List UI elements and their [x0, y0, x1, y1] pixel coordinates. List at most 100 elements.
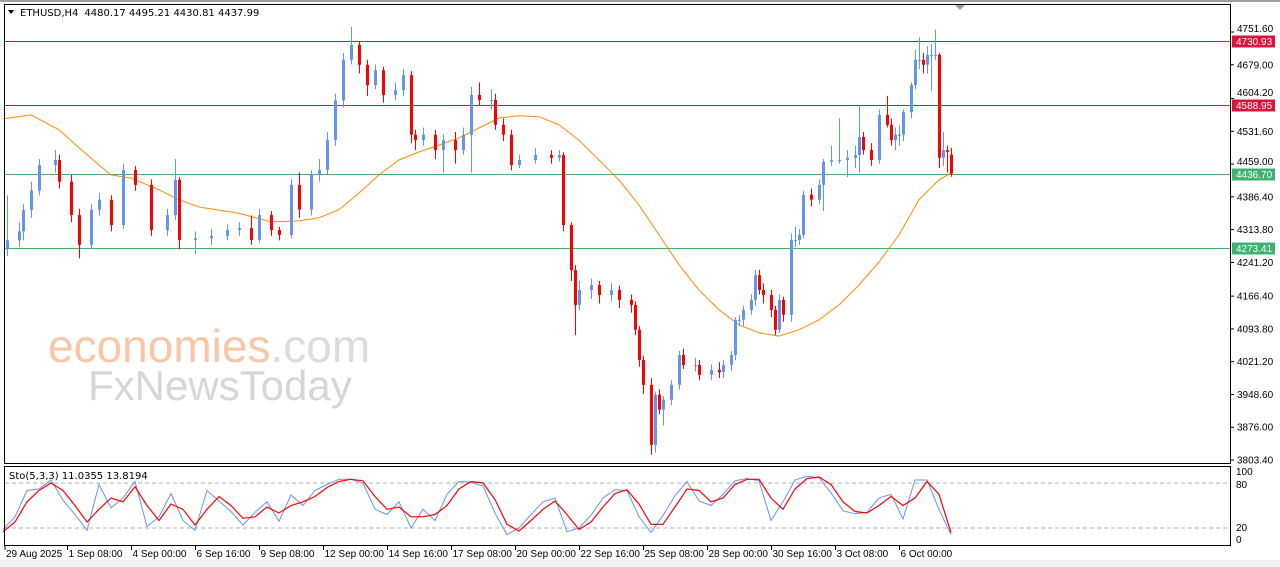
candle-body — [194, 238, 197, 240]
bullish-candle — [878, 109, 881, 164]
stochastic-axis-label: 0 — [1236, 535, 1242, 546]
main-plot-frame — [4, 4, 1231, 464]
bullish-candle — [750, 294, 753, 315]
bearish-candle — [278, 226, 281, 241]
bullish-candle — [518, 154, 521, 169]
bearish-candle — [250, 215, 253, 245]
bearish-candle — [946, 145, 949, 173]
bullish-candle — [610, 283, 613, 302]
stochastic-signal-line — [2, 476, 952, 533]
stochastic-main-line — [2, 475, 952, 536]
candle-body — [250, 228, 253, 240]
symbol-label: ETHUSD,H4 — [20, 8, 78, 19]
bullish-candle — [654, 391, 657, 453]
candle-body — [822, 161, 825, 185]
candle-body — [770, 294, 773, 310]
bearish-candle — [270, 211, 273, 236]
bearish-candle — [630, 294, 633, 313]
bearish-candle — [682, 348, 685, 370]
candle-body — [794, 239, 797, 241]
candle-body — [870, 150, 873, 161]
bearish-candle — [410, 71, 413, 144]
bearish-candle — [598, 280, 601, 304]
candle-body — [238, 228, 241, 230]
candle-body — [18, 231, 21, 241]
bullish-candle — [578, 280, 581, 311]
candle-body — [178, 179, 181, 240]
candle-body — [110, 199, 113, 226]
candle-body — [534, 155, 537, 161]
bullish-candle — [710, 364, 713, 381]
candle-body — [290, 184, 293, 235]
candle-body — [810, 194, 813, 200]
level-price-label: 4436.70 — [1236, 170, 1273, 181]
stochastic-axis-label: 80 — [1236, 480, 1248, 491]
candle-body — [894, 134, 897, 141]
bullish-candle — [350, 26, 353, 65]
candle-body — [38, 164, 41, 191]
bullish-candle — [98, 192, 101, 216]
candle-body — [678, 355, 681, 385]
price-tick-label: 4166.40 — [1237, 292, 1274, 303]
bearish-candle — [658, 389, 661, 415]
bullish-candle — [662, 396, 665, 426]
bearish-candle — [562, 152, 565, 232]
candle-body — [174, 179, 177, 216]
bullish-candle — [122, 163, 125, 230]
price-tick-label: 4531.60 — [1237, 127, 1274, 138]
bearish-candle — [634, 301, 637, 336]
candle-body — [90, 209, 93, 245]
price-tick-label: 4241.20 — [1237, 258, 1274, 269]
candle-body — [782, 299, 785, 315]
bullish-candle — [854, 145, 857, 169]
candle-body — [886, 114, 889, 125]
candle-body — [938, 54, 941, 158]
price-tick-label: 4313.80 — [1237, 225, 1274, 236]
candle-body — [382, 70, 385, 96]
candle-body — [350, 44, 353, 60]
candle-body — [790, 239, 793, 315]
candle-body — [930, 54, 933, 56]
candle-body — [558, 155, 561, 158]
candle-body — [518, 160, 521, 165]
bottom-strip — [0, 560, 1280, 567]
candle-body — [722, 364, 725, 373]
stochastic-label: Sto(5,3,3) 11.0355 13.8194 — [9, 471, 148, 482]
candle-body — [730, 355, 733, 365]
bullish-candle — [90, 204, 93, 250]
candle-body — [578, 290, 581, 305]
bearish-candle — [770, 290, 773, 318]
triangle-down-icon[interactable] — [8, 10, 14, 14]
candle-body — [774, 309, 777, 330]
candle-body — [590, 285, 593, 291]
candle-body — [922, 59, 925, 65]
candle-body — [166, 215, 169, 230]
price-tick-label: 3876.00 — [1237, 423, 1274, 434]
candle-body — [22, 210, 25, 232]
bearish-candle — [810, 188, 813, 207]
bearish-candle — [574, 265, 577, 336]
chart-shift-marker-icon[interactable] — [955, 5, 965, 10]
bearish-candle — [570, 222, 573, 281]
bullish-candle — [798, 229, 801, 245]
candle-body — [358, 44, 361, 65]
candles — [6, 26, 953, 455]
bearish-candle — [638, 326, 641, 367]
candle-body — [658, 394, 661, 410]
bullish-candle — [910, 82, 913, 119]
candle-body — [630, 299, 633, 305]
price-tick-label: 4751.60 — [1237, 24, 1274, 35]
candle-body — [694, 364, 697, 366]
level-price-badge — [1232, 35, 1275, 48]
bullish-candle — [38, 159, 41, 196]
time-tick-label: 1 Sep 08:00 — [69, 549, 123, 560]
watermark-economies: economies.com — [48, 320, 370, 372]
bullish-candle — [290, 179, 293, 239]
bullish-candle — [334, 93, 337, 146]
time-tick-label: 3 Oct 08:00 — [837, 549, 889, 560]
bullish-candle — [942, 132, 945, 166]
candle-body — [462, 134, 465, 151]
bullish-candle — [722, 359, 725, 379]
